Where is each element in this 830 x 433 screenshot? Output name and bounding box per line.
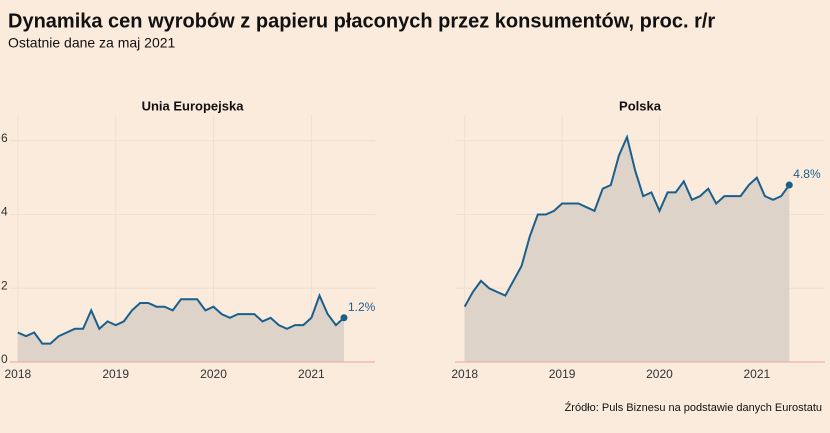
- x-tick-label: 2018: [451, 367, 478, 381]
- panel-title: Polska: [619, 98, 662, 113]
- line: [463, 133, 791, 308]
- value-label: 1.2%: [348, 300, 376, 314]
- x-tick-label: 2021: [743, 367, 770, 381]
- y-tick-label: 2: [1, 278, 8, 292]
- x-tick-label: 2020: [646, 367, 673, 381]
- area: [17, 295, 345, 362]
- chart-subtitle: Ostatnie dane za maj 2021: [8, 35, 176, 51]
- x-tick-label: 2020: [200, 367, 227, 381]
- chart-title: Dynamika cen wyrobów z papieru płaconych…: [8, 10, 715, 32]
- x-tick-label: 2018: [4, 367, 31, 381]
- end-point: [340, 314, 348, 322]
- source: Źródło: Puls Biznesu na podstawie danych…: [565, 401, 822, 414]
- x-tick-label: 2021: [298, 367, 325, 381]
- x-tick-label: 2019: [102, 367, 129, 381]
- panel-title: Unia Europejska: [142, 98, 245, 113]
- area: [464, 137, 790, 362]
- value-label: 4.8%: [793, 167, 821, 181]
- line: [17, 292, 345, 345]
- x-tick-label: 2019: [549, 367, 576, 381]
- y-tick-label: 6: [1, 131, 8, 145]
- y-tick-label: 4: [1, 205, 8, 219]
- end-point: [785, 181, 793, 189]
- y-tick-label: 0: [1, 352, 8, 366]
